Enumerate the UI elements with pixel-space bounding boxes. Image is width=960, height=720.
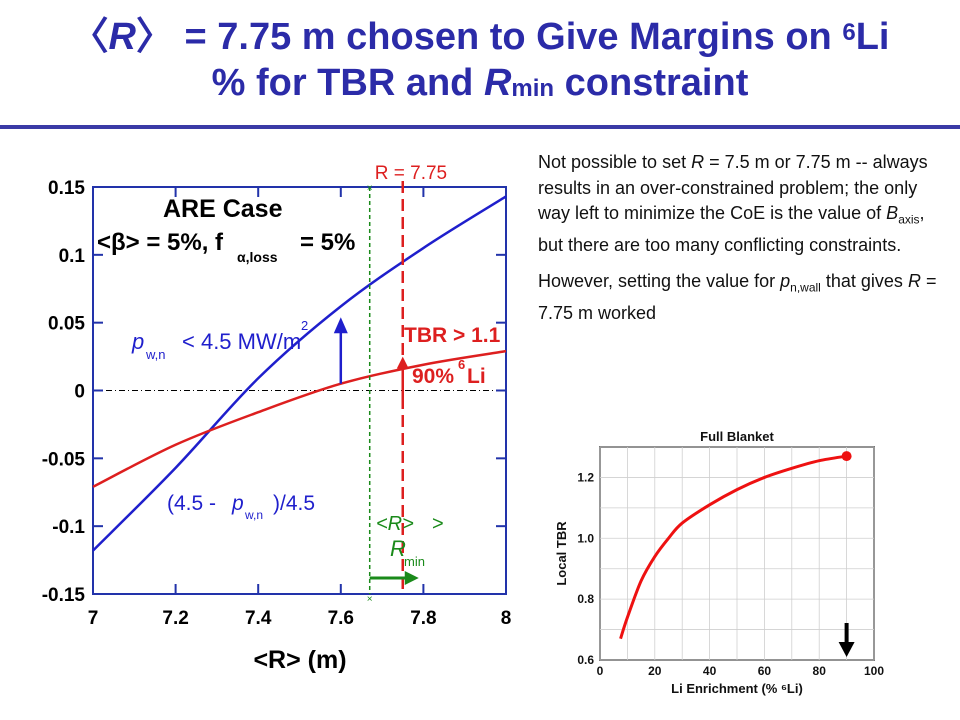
blue-eq-a: (4.5 -	[167, 492, 216, 515]
blue-eq-sub: w,n	[244, 508, 263, 522]
title-line-2: % for TBR and Rmin constraint	[211, 62, 749, 104]
chart1-series-tbr-margin	[92, 349, 507, 488]
rmin-line-bottom-mark: ×	[367, 594, 373, 605]
chart1-y-tick-label: 0.1	[59, 246, 86, 267]
chart1-y-tick-label: 0.05	[48, 314, 85, 335]
beta-label-b: = 5%	[300, 229, 355, 256]
chart1-y-tick-label: 0	[74, 382, 85, 403]
paragraph-1: Not possible to set R = 7.5 m or 7.75 m …	[538, 152, 928, 256]
rmin-line-top-mark: ×	[367, 183, 373, 194]
beta-label-a: <β> = 5%, f	[97, 229, 224, 256]
explanation-text: Not possible to set R = 7.5 m or 7.75 m …	[538, 150, 948, 336]
rmin-label-r: R	[390, 536, 406, 561]
chart1-x-tick-label: 7.4	[245, 608, 272, 629]
pwn-arrow-head	[333, 317, 348, 334]
r-line-label: R = 7.75	[375, 163, 447, 184]
pwn-label-sub: w,n	[145, 347, 166, 362]
case-label: ARE Case	[163, 195, 283, 223]
chart1-x-tick-label: 7.6	[328, 608, 354, 629]
blue-eq-b: )/4.5	[273, 492, 315, 515]
tbr-arrow-head	[396, 356, 409, 369]
li-label-a: 90%	[412, 365, 454, 388]
li-label-b: Li	[467, 365, 486, 388]
chart1-x-tick-label: 7.8	[410, 608, 436, 629]
beta-label-sub: α,loss	[237, 249, 278, 265]
paragraph-2: However, setting the value for pn,wall t…	[538, 270, 937, 323]
li-label-sup: 6	[458, 357, 465, 372]
rmin-arrow-head	[404, 571, 419, 585]
chart1-y-tick-label: -0.15	[42, 585, 86, 606]
chart1-y-tick-label: 0.15	[48, 178, 85, 199]
chart1-x-tick-label: 7	[88, 608, 99, 629]
pwn-label-sup: 2	[301, 318, 308, 333]
chart1-y-tick-label: -0.1	[52, 517, 85, 538]
tbr-label: TBR > 1.1	[404, 324, 501, 347]
chart1-series-pwn-margin	[92, 195, 507, 552]
r-bracket-label: <R>	[376, 513, 414, 535]
pwn-label-p: p	[131, 329, 144, 354]
pwn-label-text: < 4.5 MW/m	[182, 329, 301, 354]
slide-title: 〈R〉 = 7.75 m chosen to Give Margins on 6…	[0, 14, 960, 106]
r-gt-label: >	[432, 513, 444, 535]
title-divider	[0, 125, 960, 129]
chart1-x-tick-label: 8	[501, 608, 512, 629]
chart1-x-axis-label: <R> (m)	[253, 646, 346, 674]
chart1-x-tick-label: 7.2	[162, 608, 188, 629]
title-line-1: 〈R〉 = 7.75 m chosen to Give Margins on 6…	[70, 16, 890, 58]
chart1-y-tick-label: -0.05	[42, 449, 86, 470]
rmin-label-sub: min	[404, 554, 425, 569]
blue-eq-p: p	[231, 492, 244, 515]
